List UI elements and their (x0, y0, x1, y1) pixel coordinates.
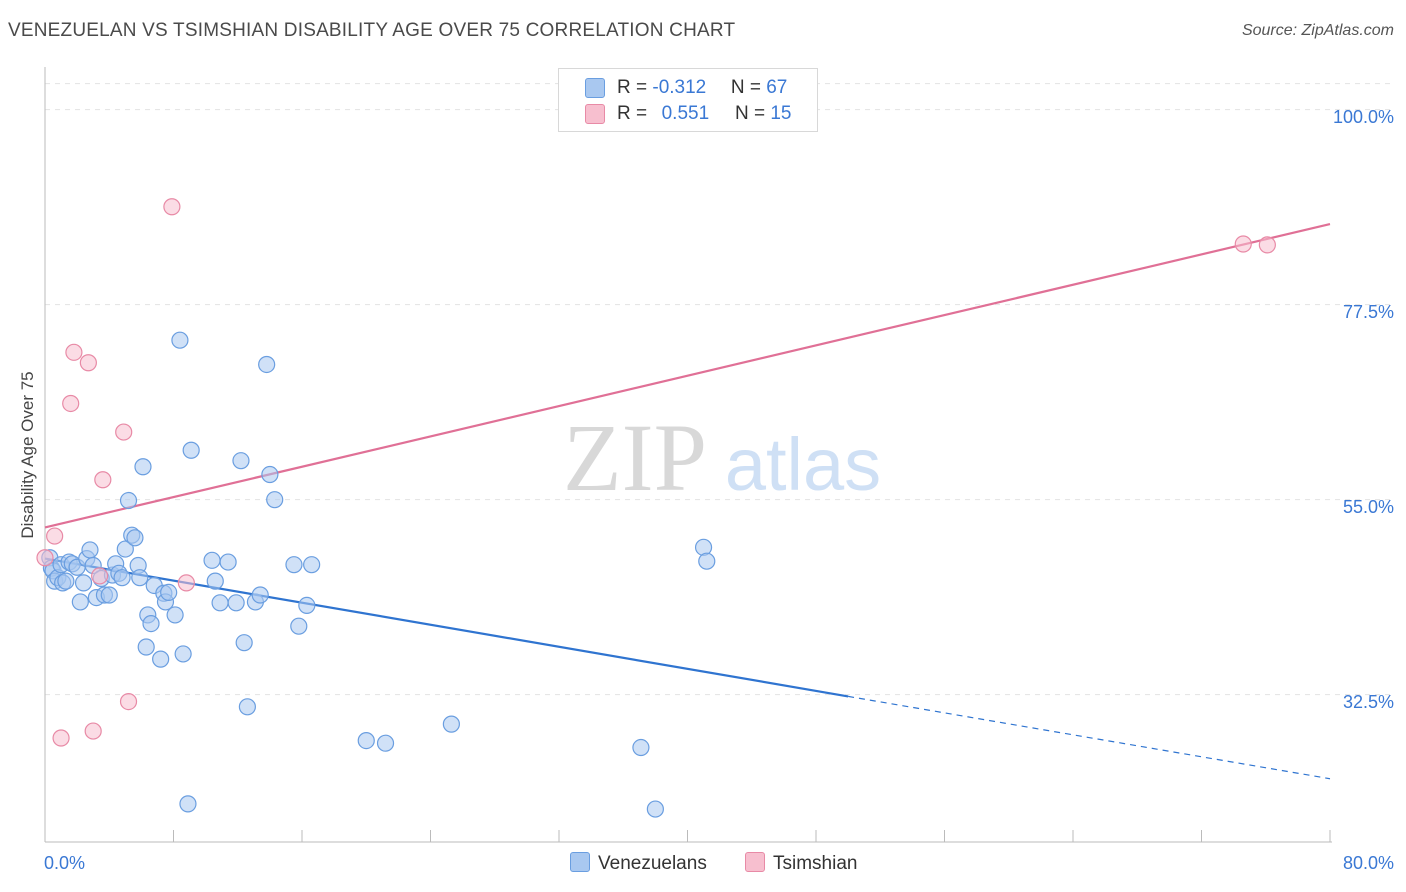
data-points (36, 198, 1276, 818)
x-tick-max: 80.0% (1342, 853, 1394, 873)
venezuelans-point (171, 331, 189, 349)
venezuelans-point (285, 556, 303, 574)
venezuelans-point (442, 715, 460, 733)
legend-swatch-blue (570, 852, 590, 872)
tsimshian-point (79, 354, 97, 372)
legend-swatch-pink (585, 104, 605, 124)
venezuelans-point (290, 617, 308, 635)
legend-item-venezuelans: Venezuelans (570, 852, 707, 875)
tsimshian-point (163, 198, 181, 216)
venezuelans-point (179, 795, 197, 813)
venezuelans-point (131, 569, 149, 587)
legend-item-tsimshian: Tsimshian (745, 852, 857, 875)
legend-n-value-tsimshian: 15 (770, 103, 792, 124)
tsimshian-point (1258, 236, 1276, 254)
venezuelans-point (251, 586, 269, 604)
legend-swatch-pink (745, 852, 765, 872)
venezuelans-point (206, 572, 224, 590)
venezuelans-point (376, 734, 395, 752)
venezuelans-point (74, 574, 93, 592)
tsimshian-point (177, 574, 195, 592)
tsimshian-point (91, 567, 109, 585)
watermark-zip: ZIP (563, 404, 707, 511)
venezuelans-point (100, 586, 118, 604)
venezuelans-point (235, 634, 253, 652)
venezuelans-point (357, 731, 375, 750)
venezuelans-point (71, 593, 89, 611)
legend-n-label: N = (730, 77, 767, 98)
venezuelans-point (126, 529, 144, 547)
venezuelans-point (134, 458, 152, 476)
watermark-atlas: atlas (725, 423, 881, 506)
venezuelans-point (238, 698, 256, 716)
venezuelans-trend-line (44, 557, 849, 698)
venezuelans-point (303, 556, 321, 574)
tsimshian-point (46, 527, 64, 545)
venezuelans-point (232, 452, 250, 470)
tsimshian-point (52, 729, 70, 747)
y-tick-label: 77.5% (1342, 301, 1394, 322)
y-tick-label: 100.0% (1332, 106, 1394, 127)
venezuelans-point (152, 650, 170, 668)
source-label: Source: ZipAtlas.com (1241, 22, 1394, 39)
venezuelans-point (258, 355, 276, 374)
correlation-legend: R = -0.312 N = 67 R = 0.551 N = 15 (558, 68, 818, 132)
venezuelans-point (142, 614, 160, 633)
venezuelans-point (113, 569, 131, 587)
venezuelans-point (646, 800, 664, 818)
venezuelans-point (698, 552, 716, 570)
tsimshian-point (1234, 235, 1252, 253)
tsimshian-point (65, 343, 83, 361)
tsimshian-point (36, 549, 54, 567)
venezuelans-point (632, 738, 650, 757)
venezuelans-point (694, 538, 713, 556)
tsimshian-trend-line (44, 222, 1331, 529)
venezuelans-point (298, 596, 316, 615)
venezuelans-point (81, 541, 99, 559)
venezuelans-point (166, 606, 184, 624)
venezuelans-point (160, 583, 178, 602)
chart-title: VENEZUELAN VS TSIMSHIAN DISABILITY AGE O… (8, 20, 736, 41)
tsimshian-point (119, 692, 138, 711)
venezuelans-point (119, 491, 138, 510)
legend-swatch-blue (585, 78, 605, 98)
y-tick-label: 32.5% (1342, 691, 1394, 712)
venezuelans-trend-extension (848, 695, 1331, 780)
legend-n-label: N = (734, 103, 771, 124)
venezuelans-point (219, 553, 237, 571)
venezuelans-point (266, 491, 284, 509)
legend-r-label: R = (617, 103, 653, 124)
venezuelans-point (227, 594, 245, 612)
legend-label-tsimshian: Tsimshian (773, 853, 858, 874)
venezuelans-point (182, 441, 200, 459)
venezuelans-point (211, 594, 229, 612)
tsimshian-point (115, 423, 133, 441)
legend-label-venezuelans: Venezuelans (598, 853, 707, 874)
venezuelans-point (137, 638, 155, 656)
series-legend: Venezuelans Tsimshian (0, 852, 1406, 880)
y-tick-label: 55.0% (1342, 496, 1394, 517)
x-tick-min: 0.0% (44, 853, 86, 873)
venezuelans-point (57, 572, 75, 590)
legend-r-value-venezuelans: -0.312 (652, 77, 707, 98)
venezuelans-point (116, 540, 134, 558)
tsimshian-point (62, 394, 80, 413)
axes (44, 67, 1332, 843)
venezuelans-point (203, 551, 221, 569)
legend-r-value-tsimshian: 0.551 (661, 103, 710, 124)
venezuelans-point (174, 645, 192, 663)
legend-r-label: R = (617, 77, 653, 98)
tsimshian-point (84, 722, 102, 740)
legend-n-value-venezuelans: 67 (766, 77, 788, 98)
tsimshian-point (94, 471, 112, 489)
venezuelans-point (261, 465, 279, 484)
